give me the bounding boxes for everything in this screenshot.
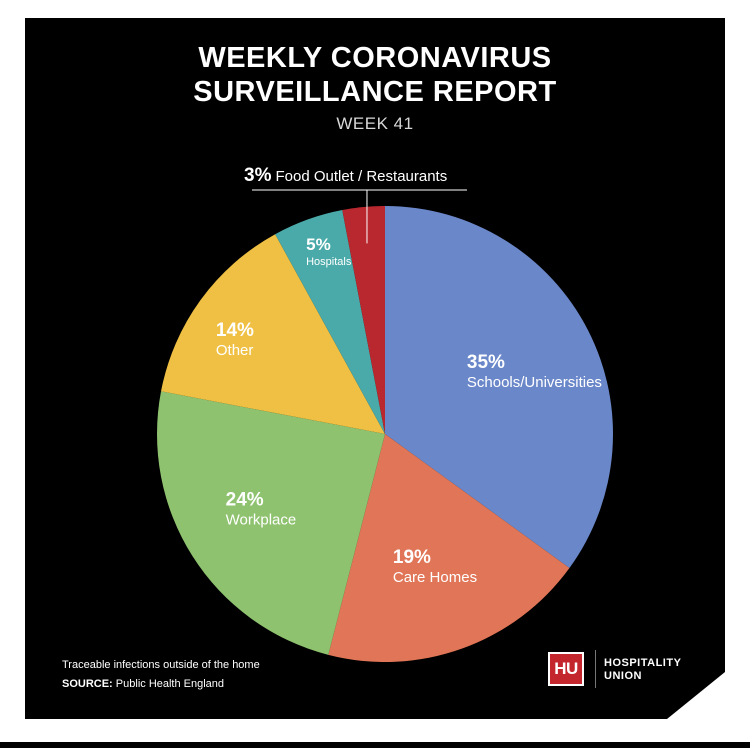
slice-name-workplace: Workplace — [226, 512, 297, 529]
food-outlet-callout: 3% Food Outlet / Restaurants — [244, 165, 447, 187]
slice-pct-workplace: 24% — [226, 490, 264, 511]
pie-slice-other — [161, 234, 385, 434]
slice-pct-hospitals: 5% — [306, 235, 331, 254]
logo-initials: HU — [550, 654, 582, 684]
logo-divider — [595, 650, 596, 688]
pie-slice-hospitals — [275, 210, 385, 434]
pie-slice-schools-universities — [385, 206, 613, 569]
slice-pct-schools-universities: 35% — [467, 352, 505, 373]
source-value: Public Health England — [115, 678, 225, 690]
pie-slice-food-outlet-restaurants — [342, 206, 385, 434]
slice-name-care-homes: Care Homes — [393, 569, 477, 586]
pie-slice-care-homes — [328, 434, 570, 662]
pie-slice-workplace — [156, 391, 385, 655]
slice-name-other: Other — [216, 342, 254, 359]
hu-logo: HU — [548, 652, 584, 686]
logo-name: HOSPITALITY UNION — [604, 657, 681, 683]
bottom-bar — [0, 742, 750, 748]
food-outlet-name-label: Food Outlet / Restaurants — [275, 168, 448, 185]
logo-name-line-2: UNION — [604, 670, 642, 682]
food-outlet-pct-label: 3% — [244, 165, 272, 186]
report-title-line-2: SURVEILLANCE REPORT — [193, 76, 557, 108]
logo-name-line-1: HOSPITALITY — [604, 657, 682, 669]
footnote: Traceable infections outside of the home — [62, 659, 260, 671]
slice-pct-other: 14% — [216, 320, 254, 341]
callout-leader-line — [252, 189, 467, 244]
source-line: SOURCE: Public Health England — [62, 678, 224, 690]
source-key: SOURCE: — [62, 678, 113, 690]
slice-name-hospitals: Hospitals — [306, 256, 352, 268]
slice-pct-care-homes: 19% — [393, 547, 431, 568]
slice-name-schools-universities: Schools/Universities — [467, 374, 602, 391]
report-title-line-1: WEEKLY CORONAVIRUS — [198, 42, 552, 74]
report-week: WEEK 41 — [336, 114, 414, 133]
